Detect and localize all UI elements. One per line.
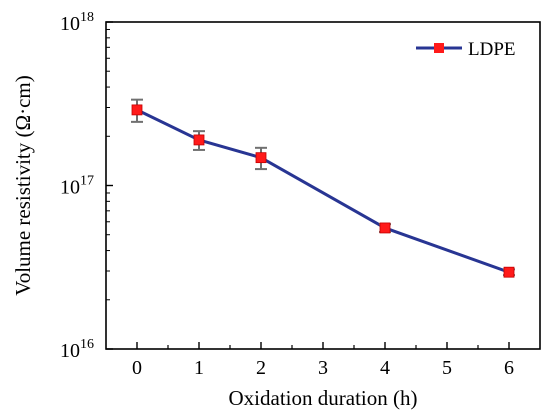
data-point <box>255 152 267 164</box>
series-line <box>136 108 510 274</box>
y-tick-label: 1017 <box>60 174 94 199</box>
y-tick-label: 1018 <box>60 10 94 35</box>
y-tick-labels: 1016 1017 1018 <box>60 10 94 362</box>
x-tick-label: 6 <box>504 357 514 379</box>
x-tick-label: 2 <box>256 357 266 379</box>
x-tick-label: 0 <box>132 357 142 379</box>
x-tick-label: 3 <box>318 357 328 379</box>
data-point <box>503 266 515 278</box>
plot-frame <box>105 21 541 350</box>
y-tick-label: 1016 <box>60 337 94 362</box>
data-point <box>193 134 205 146</box>
legend-marker-swatch <box>434 43 444 53</box>
x-tick-label: 4 <box>380 357 390 379</box>
legend-label: LDPE <box>468 39 516 60</box>
x-tick-label: 5 <box>442 357 452 379</box>
legend: LDPE <box>416 39 516 60</box>
data-point <box>131 104 143 116</box>
series-layer <box>131 98 515 278</box>
x-tick-label: 1 <box>194 357 204 379</box>
data-point <box>379 222 391 234</box>
y-axis-label: Volume resistivity (Ω·cm) <box>11 75 35 296</box>
x-tick-labels: 0 1 2 3 4 5 6 <box>132 357 514 379</box>
x-axis-label: Oxidation duration (h) <box>229 386 418 410</box>
